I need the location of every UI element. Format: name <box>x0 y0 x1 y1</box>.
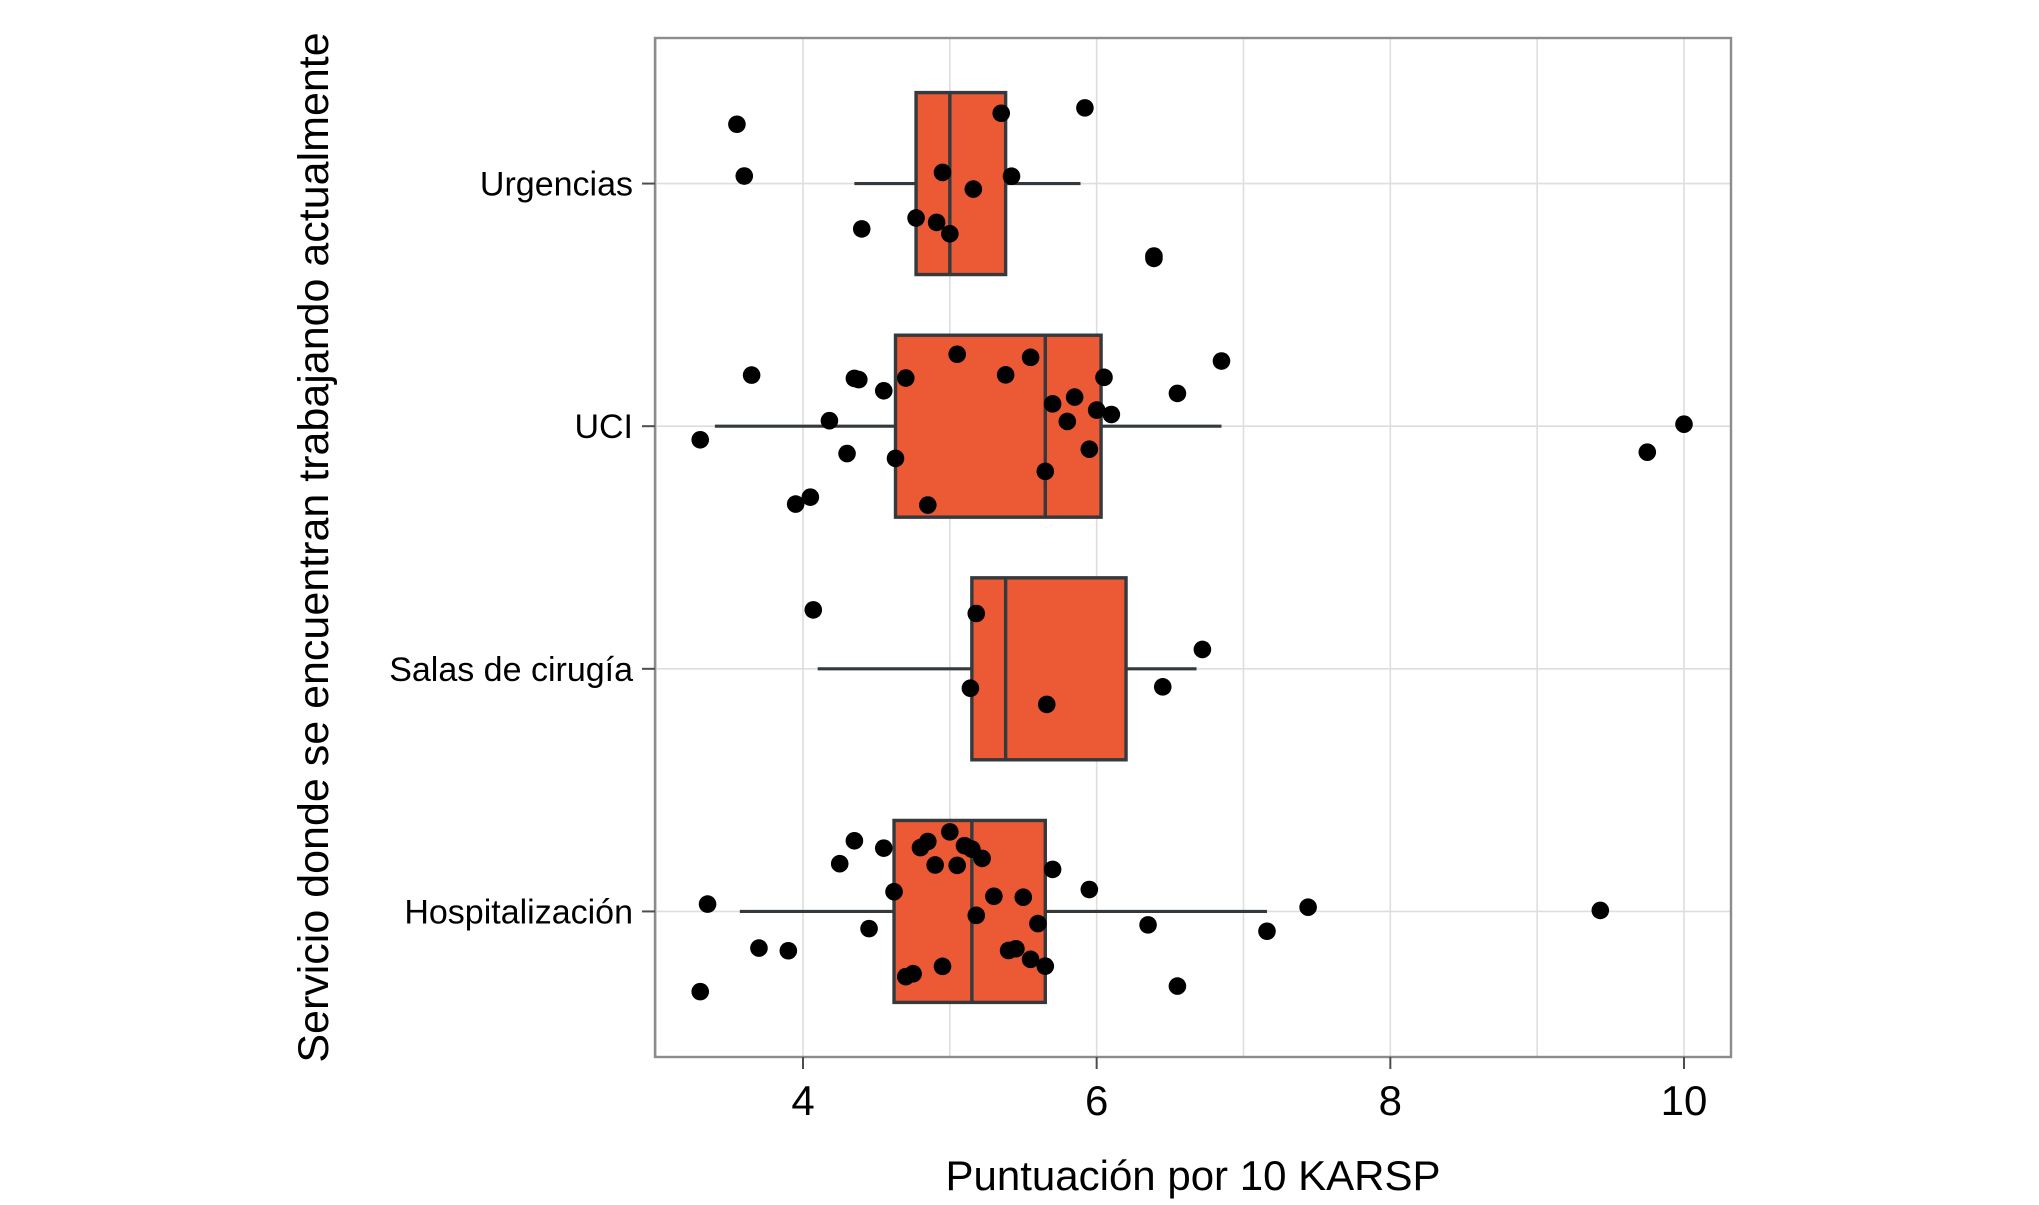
svg-text:10: 10 <box>1661 1077 1708 1124</box>
svg-text:Urgencias: Urgencias <box>480 166 633 204</box>
svg-text:4: 4 <box>791 1077 814 1124</box>
svg-text:Hospitalización: Hospitalización <box>404 893 633 931</box>
svg-text:6: 6 <box>1085 1077 1108 1124</box>
svg-text:Puntuación por 10 KARSP: Puntuación por 10 KARSP <box>946 1152 1441 1199</box>
svg-text:Servicio donde se encuentran t: Servicio donde se encuentran trabajando … <box>290 32 338 1062</box>
svg-text:Salas de cirugía: Salas de cirugía <box>389 651 633 689</box>
svg-text:8: 8 <box>1379 1077 1402 1124</box>
svg-text:UCI: UCI <box>574 408 633 446</box>
